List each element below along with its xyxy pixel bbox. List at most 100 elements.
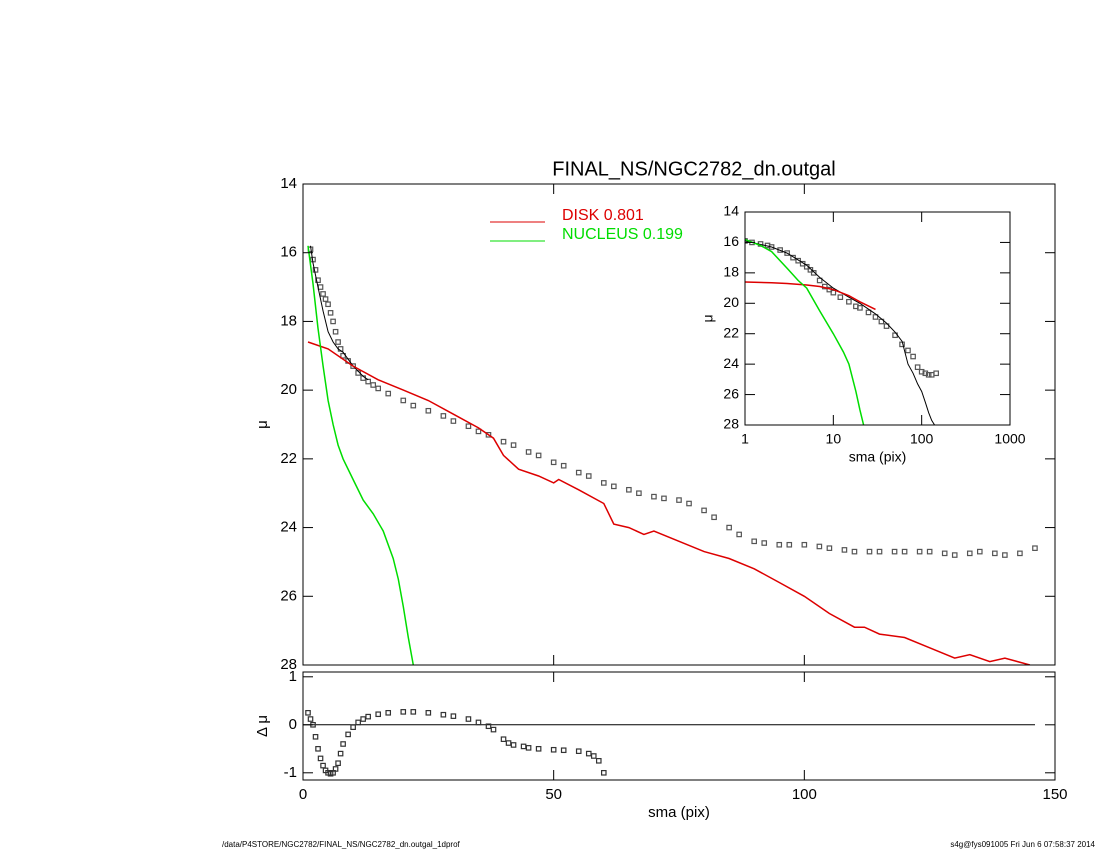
data-point bbox=[385, 709, 392, 716]
data-point bbox=[505, 740, 512, 746]
data-point bbox=[846, 298, 852, 305]
data-point bbox=[400, 709, 407, 715]
data-point bbox=[928, 371, 935, 378]
data-point bbox=[676, 497, 682, 503]
data-point bbox=[914, 364, 921, 370]
data-point bbox=[485, 723, 492, 730]
data-point bbox=[375, 711, 382, 718]
data-point bbox=[611, 483, 617, 490]
y-tick-label: 16 bbox=[280, 244, 297, 261]
data-point bbox=[525, 449, 532, 455]
x-tick-label: 1000 bbox=[994, 431, 1025, 447]
data-point bbox=[905, 347, 911, 354]
data-point bbox=[475, 428, 482, 435]
y-tick-label: 1 bbox=[289, 668, 297, 685]
data-point bbox=[661, 495, 667, 502]
data-point bbox=[535, 745, 542, 752]
data-point bbox=[332, 766, 339, 772]
data-point bbox=[891, 548, 898, 555]
data-point bbox=[322, 296, 329, 302]
data-point bbox=[485, 432, 492, 438]
data-point bbox=[626, 486, 632, 493]
data-point bbox=[350, 363, 356, 369]
x-tick-label: 100 bbox=[910, 431, 934, 447]
y-tick-label: 20 bbox=[280, 381, 297, 398]
y-tick-label: 18 bbox=[723, 264, 739, 280]
data-point bbox=[826, 545, 833, 551]
data-point bbox=[370, 382, 376, 388]
data-point bbox=[784, 250, 790, 256]
data-point bbox=[410, 402, 417, 409]
data-point bbox=[590, 753, 597, 759]
data-point bbox=[520, 743, 527, 750]
data-point bbox=[350, 724, 356, 731]
y-axis-label: μ bbox=[700, 314, 716, 322]
data-point bbox=[305, 709, 311, 716]
x-tick-label: 50 bbox=[545, 786, 562, 803]
data-point bbox=[320, 762, 326, 769]
data-point bbox=[500, 736, 507, 743]
data-point bbox=[976, 548, 983, 555]
y-tick-label: 28 bbox=[280, 656, 297, 673]
data-point bbox=[315, 277, 321, 284]
data-point bbox=[951, 552, 958, 558]
data-point bbox=[425, 709, 432, 716]
y-tick-label: 26 bbox=[723, 385, 739, 401]
data-point bbox=[550, 746, 557, 753]
data-point bbox=[916, 548, 923, 555]
data-point bbox=[701, 507, 707, 514]
data-point bbox=[365, 713, 371, 720]
data-point bbox=[992, 550, 998, 557]
data-point bbox=[807, 267, 814, 273]
data-point bbox=[365, 378, 371, 385]
data-point bbox=[686, 500, 692, 507]
data-point bbox=[926, 548, 933, 555]
chart-title: FINAL_NS/NGC2782_dn.outgal bbox=[552, 158, 836, 180]
data-point bbox=[335, 339, 341, 345]
data-point bbox=[327, 310, 334, 316]
y-tick-label: 22 bbox=[280, 450, 297, 467]
data-point bbox=[425, 407, 432, 414]
data-point bbox=[410, 709, 417, 715]
data-point bbox=[560, 462, 567, 469]
data-point bbox=[500, 438, 507, 445]
data-point bbox=[941, 550, 948, 557]
y-tick-label: 22 bbox=[723, 324, 739, 340]
data-point bbox=[600, 480, 607, 486]
x-tick-label: 100 bbox=[792, 786, 817, 803]
data-point bbox=[776, 541, 783, 548]
y-axis-label: μ bbox=[254, 420, 271, 429]
plot-frame bbox=[744, 211, 1011, 426]
y-tick-label: 24 bbox=[723, 355, 739, 371]
y-axis-label: Δ μ bbox=[254, 715, 271, 737]
series-line bbox=[307, 245, 415, 665]
data-point bbox=[550, 459, 557, 466]
data-point bbox=[317, 284, 324, 290]
data-point bbox=[711, 514, 717, 521]
data-point bbox=[736, 531, 742, 538]
data-point bbox=[337, 750, 344, 757]
data-point bbox=[651, 493, 657, 500]
data-point bbox=[865, 309, 872, 316]
data-point bbox=[1032, 545, 1038, 551]
data-point bbox=[816, 543, 823, 550]
data-point bbox=[726, 524, 732, 531]
y-tick-label: 14 bbox=[723, 203, 739, 219]
plot-frame bbox=[302, 183, 1056, 666]
data-point bbox=[851, 548, 858, 555]
data-point bbox=[901, 548, 908, 555]
data-point bbox=[312, 733, 319, 740]
data-point bbox=[830, 289, 837, 296]
data-point bbox=[837, 294, 844, 301]
data-point bbox=[400, 397, 407, 404]
data-point bbox=[535, 452, 542, 459]
data-point bbox=[575, 748, 582, 755]
data-point bbox=[345, 731, 351, 738]
series-line bbox=[310, 245, 369, 381]
data-point bbox=[585, 473, 592, 479]
data-point bbox=[385, 390, 392, 397]
y-tick-label: 24 bbox=[280, 519, 297, 536]
data-point bbox=[585, 750, 592, 757]
data-point bbox=[795, 257, 801, 264]
